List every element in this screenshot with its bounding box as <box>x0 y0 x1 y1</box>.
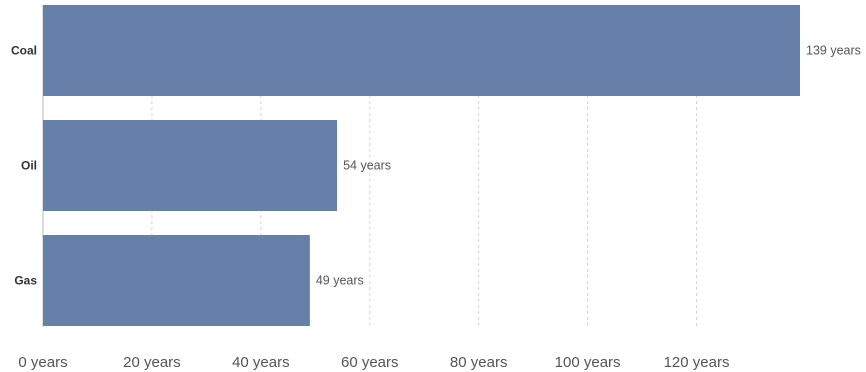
x-tick-label: 100 years <box>555 354 621 371</box>
value-labels: 139 years 54 years 49 years <box>316 44 861 288</box>
value-label-oil: 54 years <box>343 159 391 173</box>
value-label-coal: 139 years <box>806 44 861 58</box>
value-label-gas: 49 years <box>316 274 364 288</box>
category-label-coal: Coal <box>11 44 37 58</box>
category-labels: Coal Oil Gas <box>11 44 37 288</box>
bar-coal <box>43 5 800 96</box>
category-label-oil: Oil <box>21 159 37 173</box>
x-tick-label: 60 years <box>341 354 399 371</box>
x-tick-label: 120 years <box>664 354 730 371</box>
bars <box>43 5 800 326</box>
bar-gas <box>43 235 310 326</box>
bar-oil <box>43 120 338 211</box>
category-label-gas: Gas <box>14 274 37 288</box>
x-tick-label: 20 years <box>123 354 181 371</box>
x-tick-label: 0 years <box>18 354 67 371</box>
x-tick-label: 80 years <box>450 354 508 371</box>
x-tick-label: 40 years <box>232 354 290 371</box>
x-axis-ticks: 0 years 20 years 40 years 60 years 80 years 1… <box>18 354 729 371</box>
